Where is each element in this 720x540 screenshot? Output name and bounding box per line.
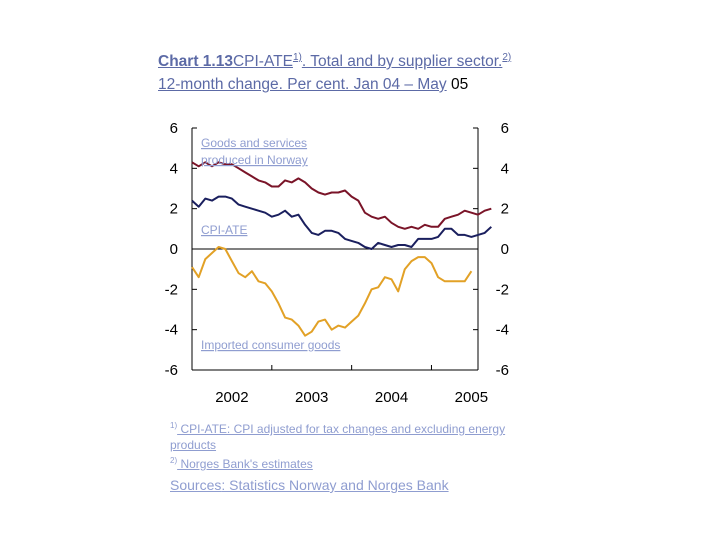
title-part-3: 12-month change. Per cent. Jan 04 – May (158, 76, 447, 93)
series-lines (191, 161, 492, 337)
title-part-4: 05 (446, 76, 469, 93)
y-tick-label-left: -4 (165, 322, 178, 339)
x-ticks: 2002 2003 2004 2005 (191, 365, 488, 406)
y-tick-label-right: -6 (496, 362, 509, 379)
x-tick-label: 2003 (295, 389, 328, 406)
sources-text: : Statistics Norway and Norges Bank (221, 477, 449, 493)
annotation-cpi: CPI-ATE (201, 223, 247, 237)
title-footnote-1: 1) (292, 51, 302, 63)
y-tick-label-right: 0 (501, 241, 509, 258)
y-tick-label-right: 6 (501, 120, 509, 137)
x-tick-label: 2005 (455, 389, 488, 406)
chart-number: Chart 1.13 (158, 53, 233, 70)
series-line-cpi (191, 195, 492, 250)
sources-label: Sources (170, 477, 222, 493)
y-tick-label-left: 4 (170, 160, 178, 177)
footnote-1: 1) CPI-ATE: CPI adjusted for tax changes… (170, 418, 530, 453)
series-line-goods (191, 161, 492, 230)
y-tick-label-left: 2 (170, 201, 178, 218)
annotation-goods-line-2: produced in Norway (201, 153, 308, 167)
y-ticks-right: 6 4 2 0 -2 -4 -6 (473, 120, 509, 379)
series-line-imported (191, 246, 473, 337)
title-part-2: . Total and by supplier sector. (301, 53, 503, 70)
x-tick-label: 2002 (215, 389, 248, 406)
y-tick-label-right: 4 (501, 160, 509, 177)
title-part-cpi-ate: CPI-ATE (232, 53, 293, 70)
footnote-2-mark: 2) (170, 456, 178, 465)
y-tick-label-left: -2 (165, 281, 178, 298)
annotation-imported: Imported consumer goods (201, 338, 340, 352)
chart-title: Chart 1.13CPI-ATE1). Total and by suppli… (158, 50, 528, 96)
y-ticks-left: 6 4 2 0 -2 -4 -6 (165, 120, 197, 379)
annotation-goods-line-1: Goods and services (201, 136, 307, 150)
x-tick-label: 2004 (375, 389, 408, 406)
y-tick-label-right: -4 (496, 322, 509, 339)
y-tick-label-left: -6 (165, 362, 178, 379)
footnote-2: 2) Norges Bank's estimates (170, 453, 530, 472)
y-tick-label-left: 0 (170, 241, 178, 258)
footnote-2-text: Norges Bank's estimates (177, 457, 313, 471)
title-footnote-2: 2) (502, 51, 512, 63)
sources: Sources: Statistics Norway and Norges Ba… (170, 477, 570, 493)
y-tick-label-right: 2 (501, 201, 509, 218)
annotations: Goods and services produced in Norway CP… (201, 136, 340, 352)
y-tick-label-left: 6 (170, 120, 178, 137)
y-tick-label-right: -2 (496, 281, 509, 298)
footnotes: 1) CPI-ATE: CPI adjusted for tax changes… (170, 418, 530, 472)
footnote-1-mark: 1) (170, 421, 178, 430)
footnote-1-text: CPI-ATE: CPI adjusted for tax changes an… (170, 422, 506, 452)
